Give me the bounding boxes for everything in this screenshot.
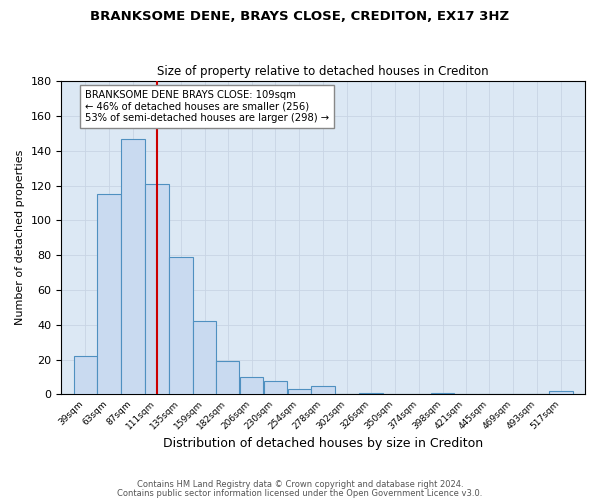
Bar	[97, 194, 121, 394]
X-axis label: Distribution of detached houses by size in Crediton: Distribution of detached houses by size …	[163, 437, 483, 450]
Text: BRANKSOME DENE BRAYS CLOSE: 109sqm
← 46% of detached houses are smaller (256)
53: BRANKSOME DENE BRAYS CLOSE: 109sqm ← 46%…	[85, 90, 329, 123]
Bar	[311, 386, 335, 394]
Bar	[193, 322, 217, 394]
Bar	[74, 356, 97, 395]
Bar	[216, 362, 239, 394]
Y-axis label: Number of detached properties: Number of detached properties	[15, 150, 25, 326]
Text: Contains public sector information licensed under the Open Government Licence v3: Contains public sector information licen…	[118, 488, 482, 498]
Bar	[169, 257, 193, 394]
Bar	[550, 391, 573, 394]
Bar	[431, 393, 454, 394]
Bar	[359, 393, 383, 394]
Title: Size of property relative to detached houses in Crediton: Size of property relative to detached ho…	[157, 66, 489, 78]
Bar	[240, 377, 263, 394]
Bar	[145, 184, 169, 394]
Bar	[121, 138, 145, 394]
Bar	[264, 380, 287, 394]
Text: BRANKSOME DENE, BRAYS CLOSE, CREDITON, EX17 3HZ: BRANKSOME DENE, BRAYS CLOSE, CREDITON, E…	[91, 10, 509, 23]
Text: Contains HM Land Registry data © Crown copyright and database right 2024.: Contains HM Land Registry data © Crown c…	[137, 480, 463, 489]
Bar	[287, 390, 311, 394]
